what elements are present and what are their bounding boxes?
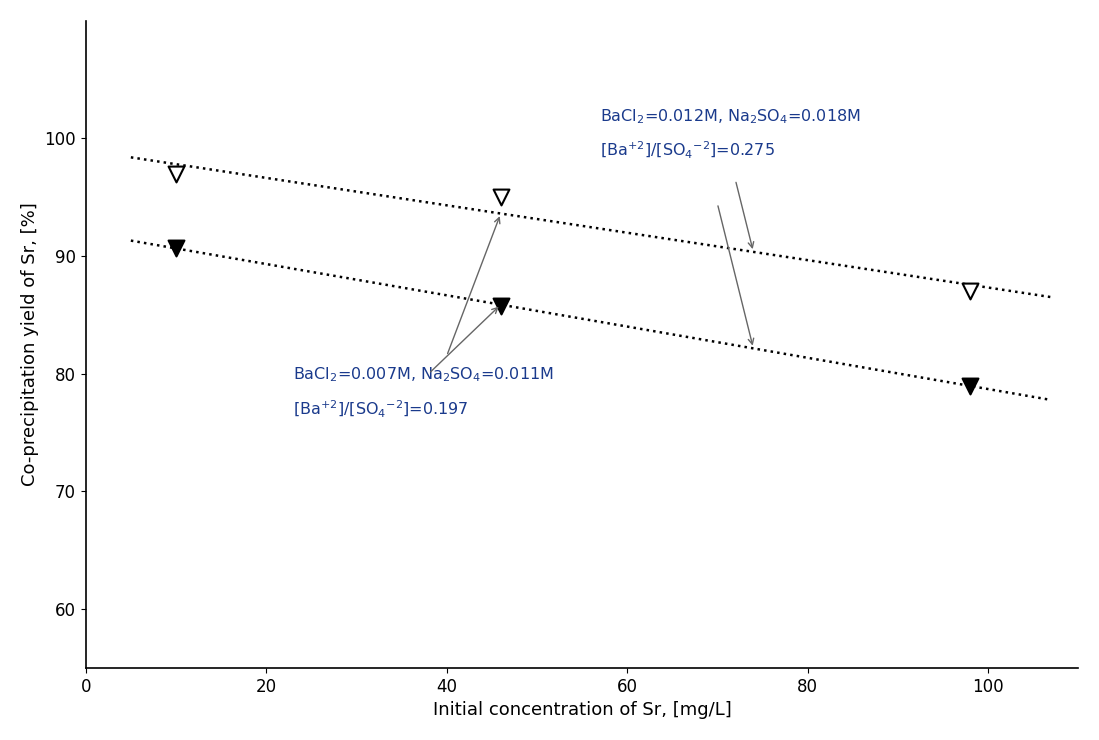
Point <box>962 380 979 391</box>
X-axis label: Initial concentration of Sr, [mg/L]: Initial concentration of Sr, [mg/L] <box>433 702 731 719</box>
Point <box>167 242 185 254</box>
Point <box>962 286 979 297</box>
Text: [Ba$^{+2}$]/[SO$_4$$^{-2}$]=0.197: [Ba$^{+2}$]/[SO$_4$$^{-2}$]=0.197 <box>293 399 469 420</box>
Point <box>492 192 510 204</box>
Point <box>492 300 510 312</box>
Text: BaCl$_2$=0.007M, Na$_2$SO$_4$=0.011M: BaCl$_2$=0.007M, Na$_2$SO$_4$=0.011M <box>293 366 554 384</box>
Text: BaCl$_2$=0.012M, Na$_2$SO$_4$=0.018M: BaCl$_2$=0.012M, Na$_2$SO$_4$=0.018M <box>600 107 861 126</box>
Y-axis label: Co-precipitation yield of Sr, [%]: Co-precipitation yield of Sr, [%] <box>21 203 38 486</box>
Point <box>167 168 185 180</box>
Text: [Ba$^{+2}$]/[SO$_4$$^{-2}$]=0.275: [Ba$^{+2}$]/[SO$_4$$^{-2}$]=0.275 <box>600 140 775 161</box>
